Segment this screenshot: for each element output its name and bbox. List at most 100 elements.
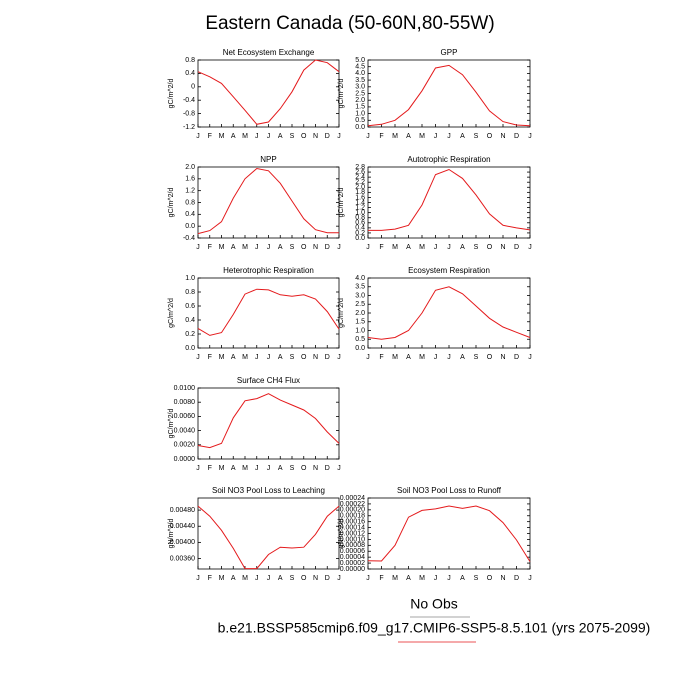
x-tick-label: J xyxy=(267,133,271,140)
y-tick-label: 0.8 xyxy=(355,215,365,222)
x-tick-label: M xyxy=(392,244,398,251)
panel-title: GPP xyxy=(441,48,458,57)
y-tick-label: 0.00008 xyxy=(340,542,365,549)
x-tick-label: J xyxy=(434,575,438,582)
x-tick-label: S xyxy=(290,354,295,361)
x-tick-label: J xyxy=(447,354,451,361)
x-tick-label: J xyxy=(434,354,438,361)
y-tick-label: 0.0040 xyxy=(174,427,196,434)
y-tick-label: 1.0 xyxy=(185,275,195,282)
y-tick-label: 0.00480 xyxy=(170,507,195,514)
x-tick-label: A xyxy=(460,133,465,140)
panel: Soil NO3 Pool Loss to Leaching 0.00360 0.0… xyxy=(168,486,341,582)
x-tick-label: M xyxy=(242,354,248,361)
x-tick-label: O xyxy=(487,244,493,251)
y-axis-label: gC/m^2/d xyxy=(338,298,345,328)
panel: Heterotrophic Respiration 0.0 0.2 0.4 0.6 0.8… xyxy=(168,266,341,361)
y-tick-label: 1.2 xyxy=(185,188,195,195)
x-tick-label: J xyxy=(255,575,259,582)
y-tick-label: 0.0 xyxy=(185,223,195,230)
y-tick-label: 0.0020 xyxy=(174,442,196,449)
x-tick-label: J xyxy=(255,465,259,472)
x-tick-label: N xyxy=(500,133,505,140)
y-tick-label: 2.0 xyxy=(355,310,365,317)
y-tick-label: 1.4 xyxy=(355,199,365,206)
y-tick-label: 5.0 xyxy=(355,57,365,64)
y-tick-label: 0.00440 xyxy=(170,523,195,530)
plot-frame xyxy=(367,166,531,239)
data-line xyxy=(197,288,340,336)
y-tick-label: 0.00022 xyxy=(340,501,365,508)
x-tick-label: J xyxy=(366,575,370,582)
x-tick-label: D xyxy=(514,244,519,251)
x-tick-label: J xyxy=(434,133,438,140)
x-tick-label: J xyxy=(267,354,271,361)
y-tick-label: 2.6 xyxy=(355,169,365,176)
x-tick-label: M xyxy=(219,465,225,472)
x-tick-label: F xyxy=(379,575,383,582)
x-tick-label: F xyxy=(379,133,383,140)
x-tick-label: J xyxy=(196,575,200,582)
y-tick-label: 0.0 xyxy=(185,345,195,352)
plot-frame xyxy=(197,497,340,570)
x-tick-label: N xyxy=(313,354,318,361)
figure-title: Eastern Canada (50-60N,80-55W) xyxy=(205,13,494,34)
x-tick-label: M xyxy=(419,133,425,140)
x-tick-label: J xyxy=(337,244,341,251)
y-tick-label: 0.5 xyxy=(355,336,365,343)
y-tick-label: 0.0 xyxy=(355,124,365,131)
y-tick-label: 0.00400 xyxy=(170,539,195,546)
x-tick-label: A xyxy=(231,575,236,582)
y-tick-label: 0.00012 xyxy=(340,530,365,537)
x-tick-label: O xyxy=(301,133,307,140)
y-tick-label: 2.0 xyxy=(355,97,365,104)
x-tick-label: D xyxy=(514,133,519,140)
x-tick-label: J xyxy=(255,354,259,361)
x-tick-label: N xyxy=(313,133,318,140)
x-tick-label: S xyxy=(290,244,295,251)
x-tick-label: A xyxy=(278,465,283,472)
x-tick-label: F xyxy=(208,575,212,582)
y-tick-label: 0.0080 xyxy=(174,399,196,406)
y-tick-label: 2.0 xyxy=(185,164,195,171)
x-tick-label: A xyxy=(278,575,283,582)
x-tick-label: J xyxy=(196,133,200,140)
y-tick-label: 0.0000 xyxy=(174,456,196,463)
x-tick-label: A xyxy=(460,575,465,582)
panel: Autotrophic Respiration0.00.20.40.60.81.… xyxy=(338,155,532,251)
y-tick-label: 0.00018 xyxy=(340,513,365,520)
panel-title: Soil NO3 Pool Loss to Leaching xyxy=(212,486,325,495)
plot-frame xyxy=(367,59,531,128)
y-tick-label: 0.00006 xyxy=(340,548,365,555)
x-tick-label: J xyxy=(267,575,271,582)
panel-title: Autotrophic Respiration xyxy=(407,155,490,164)
x-tick-label: S xyxy=(474,244,479,251)
y-tick-label: 1.5 xyxy=(355,319,365,326)
x-tick-label: F xyxy=(208,244,212,251)
x-tick-label: A xyxy=(278,133,283,140)
y-tick-label: 0.6 xyxy=(355,220,365,227)
x-tick-label: S xyxy=(290,465,295,472)
x-tick-label: J xyxy=(447,575,451,582)
x-tick-label: A xyxy=(460,244,465,251)
y-tick-label: 2.8 xyxy=(355,164,365,171)
x-tick-label: F xyxy=(208,354,212,361)
y-tick-label: 0 xyxy=(191,84,195,91)
x-tick-label: S xyxy=(290,575,295,582)
y-tick-label: 4.0 xyxy=(355,275,365,282)
x-tick-label: N xyxy=(313,244,318,251)
y-tick-label: 0.00004 xyxy=(340,554,365,561)
y-tick-label: 4.5 xyxy=(355,64,365,71)
y-tick-label: 0.00002 xyxy=(340,560,365,567)
y-tick-label: 0.00010 xyxy=(340,536,365,543)
x-tick-label: M xyxy=(419,244,425,251)
x-tick-label: J xyxy=(337,133,341,140)
x-tick-label: A xyxy=(278,354,283,361)
panel: Soil NO3 Pool Loss to Runoff0.000000.000… xyxy=(338,486,532,582)
plot-frame xyxy=(197,59,340,128)
y-tick-label: 2.5 xyxy=(355,90,365,97)
data-line xyxy=(197,59,340,125)
x-tick-label: A xyxy=(278,244,283,251)
y-tick-label: 0.00360 xyxy=(170,555,195,562)
